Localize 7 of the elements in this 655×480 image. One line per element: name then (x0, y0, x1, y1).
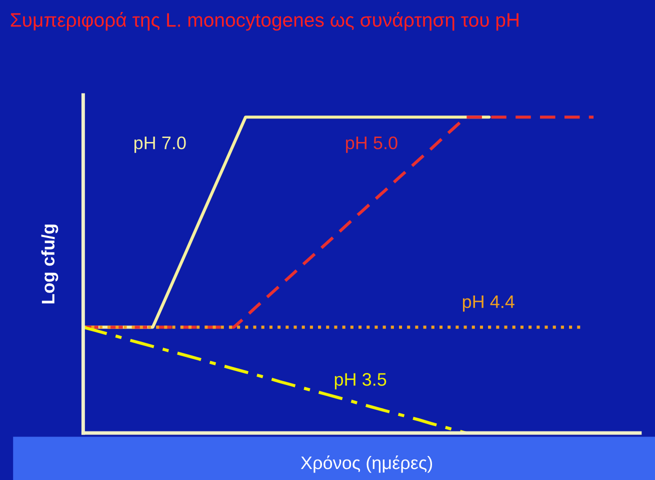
series-label: pH 5.0 (346, 136, 398, 153)
x-axis-title: Χρόνος (ημέρες) (300, 455, 432, 473)
chart-title: Συμπεριφορά της L. monocytogenes ως συνάρτηση του pH (10, 12, 518, 31)
series-label: pH 3.5 (334, 373, 386, 390)
y-axis-title: Log cfu/g (41, 224, 58, 304)
series-label: pH 4.4 (462, 296, 514, 312)
text: pH 7.0 (134, 136, 186, 153)
